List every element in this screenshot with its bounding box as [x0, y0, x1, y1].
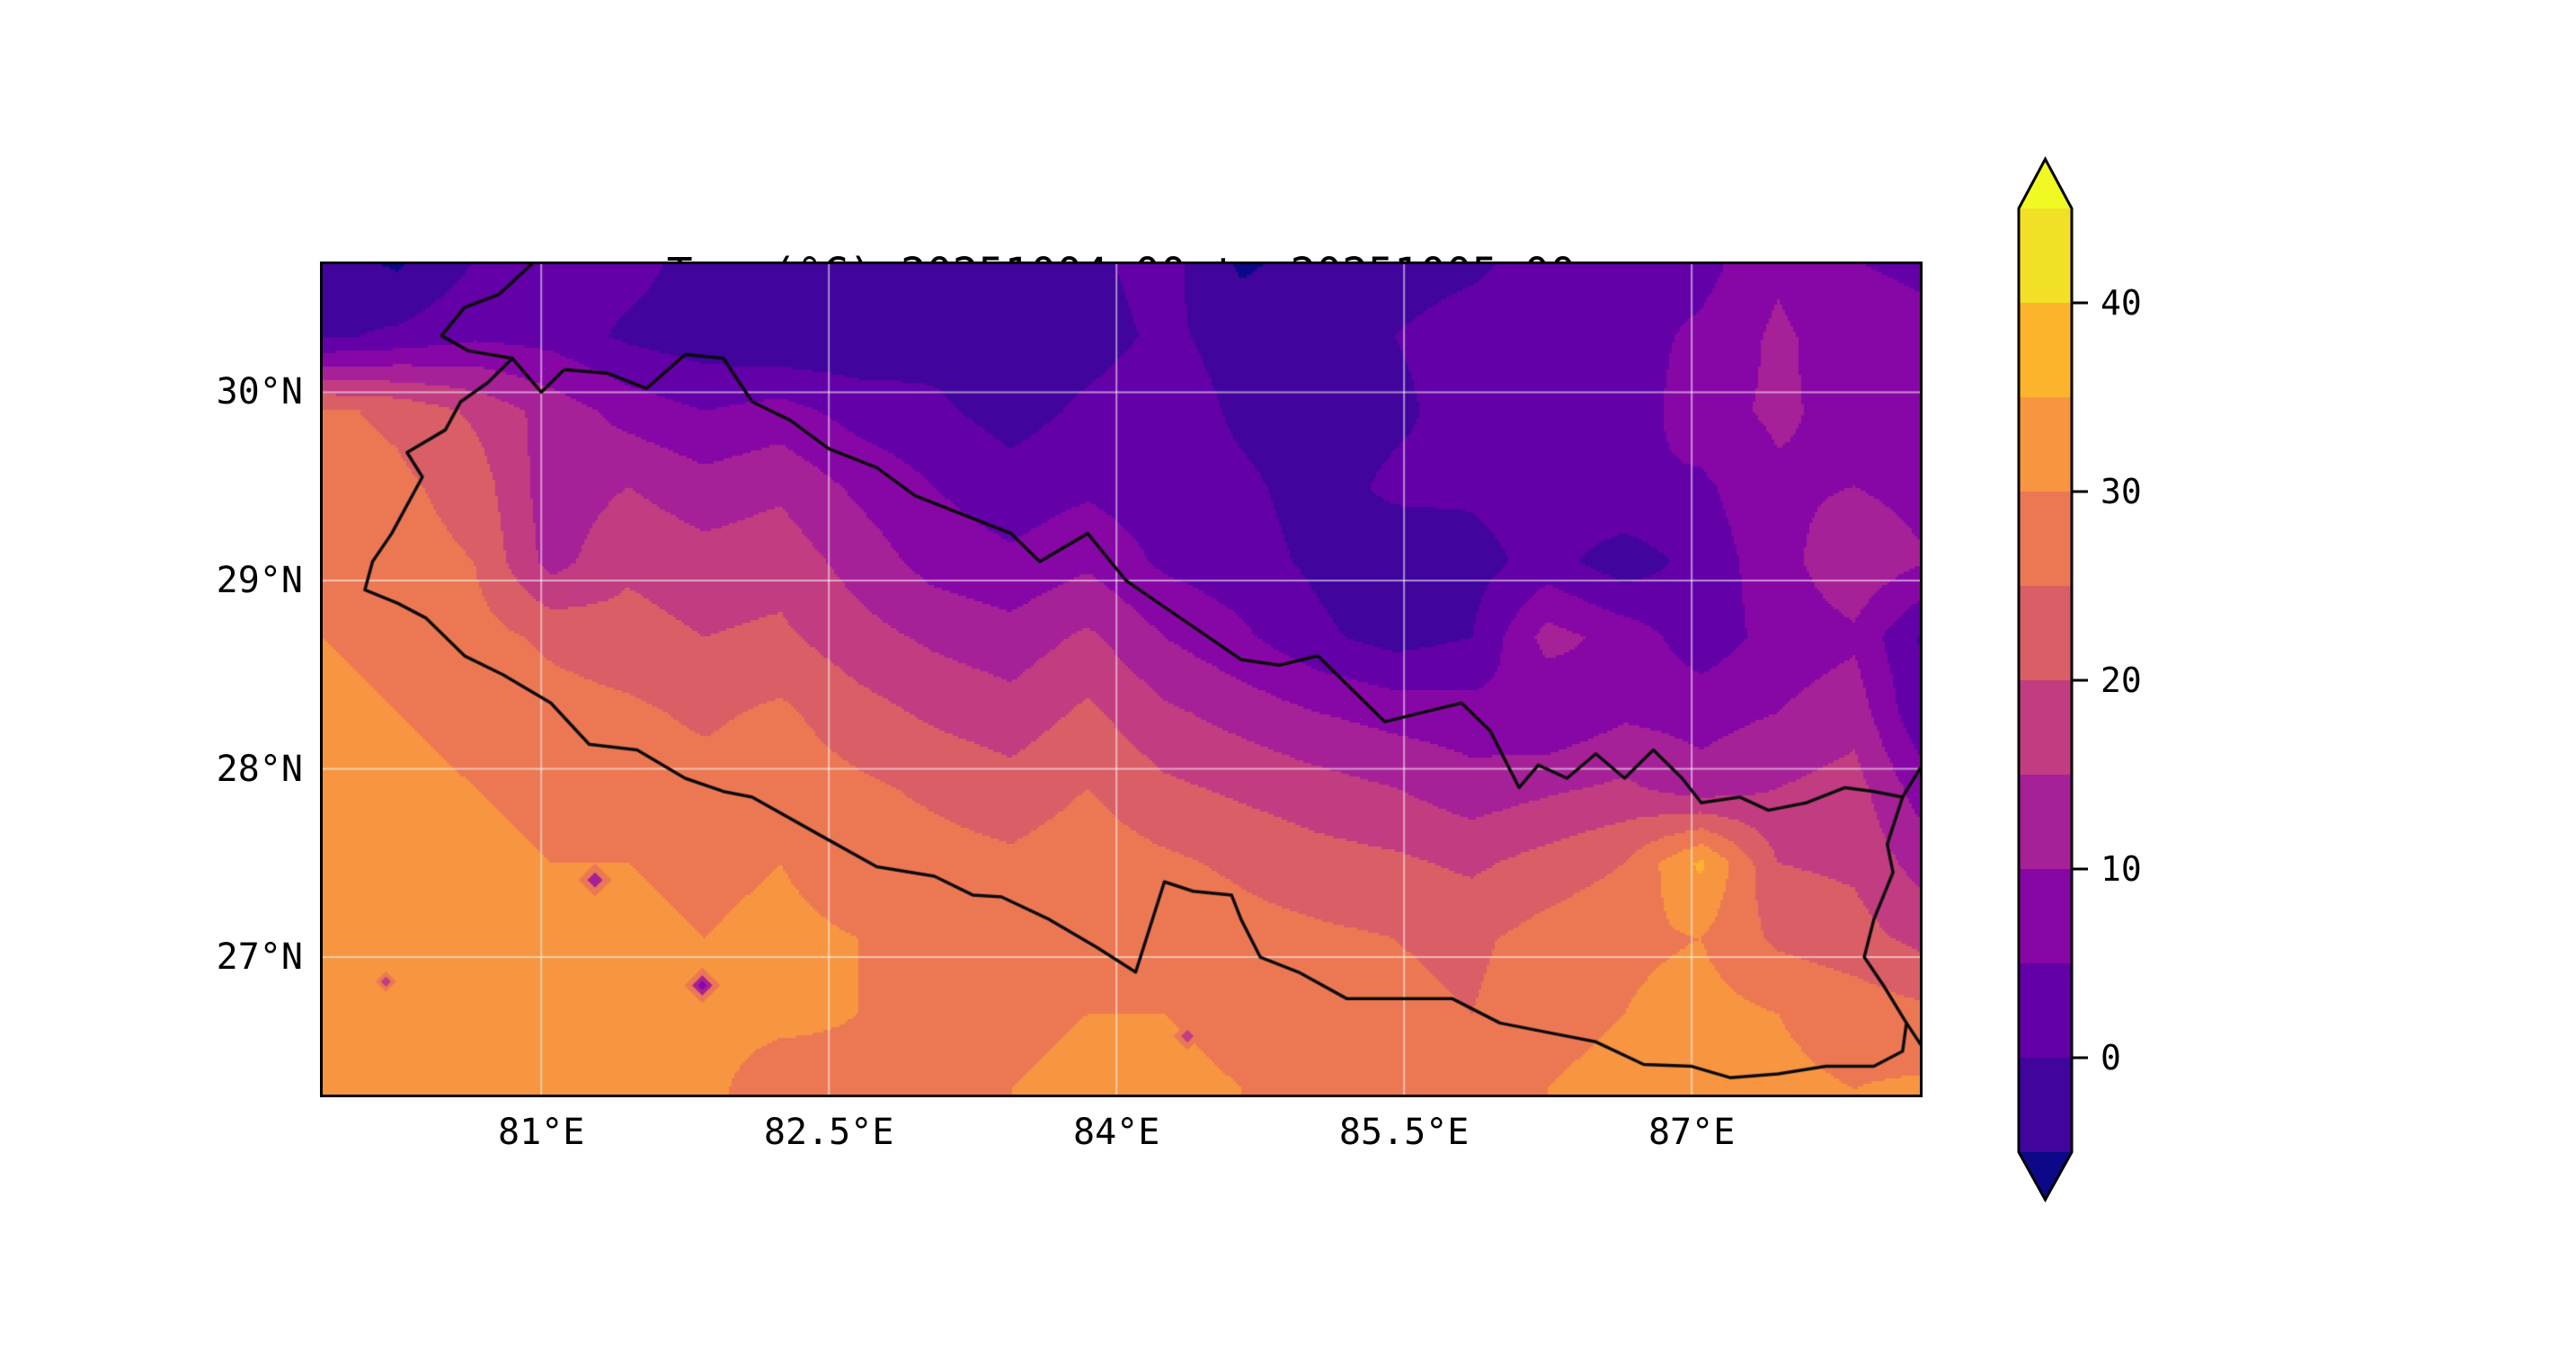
colorbar-tick-label: 20	[2101, 661, 2142, 700]
colorbar-band	[2019, 208, 2072, 303]
colorbar-band	[2019, 397, 2072, 492]
map-plot	[320, 262, 1923, 1097]
colorbar-band	[2019, 775, 2072, 869]
y-axis-tick-label: 29°N	[216, 560, 303, 601]
colorbar-tick-label: 10	[2101, 849, 2142, 889]
colorbar-band	[2019, 1058, 2072, 1152]
colorbar-band	[2019, 303, 2072, 397]
colorbar-tick-label: 0	[2101, 1038, 2121, 1078]
colorbar-extend-max	[2019, 159, 2072, 208]
x-axis-tick-label: 87°E	[1648, 1112, 1736, 1153]
colorbar-band	[2019, 869, 2072, 963]
colorbar-outline	[2017, 155, 2074, 1203]
colorbar-band	[2019, 492, 2072, 586]
y-axis-tick-label: 30°N	[216, 371, 303, 413]
colorbar-tick-label: 30	[2101, 472, 2142, 511]
temperature-map-canvas	[323, 264, 1920, 1095]
x-axis-tick-label: 81°E	[498, 1112, 585, 1153]
y-axis-tick-label: 27°N	[216, 936, 303, 979]
colorbar-band	[2019, 963, 2072, 1058]
colorbar: 0 10 20 30 40	[2017, 155, 2142, 1203]
colorbar-band	[2019, 680, 2072, 775]
colorbar-band	[2019, 586, 2072, 680]
x-axis-tick-label: 85.5°E	[1338, 1112, 1470, 1153]
x-axis-tick-label: 82.5°E	[763, 1112, 894, 1153]
x-axis-tick-label: 84°E	[1072, 1112, 1160, 1153]
y-axis-tick-label: 28°N	[216, 748, 303, 790]
colorbar-tick-label: 40	[2101, 283, 2142, 323]
colorbar-extend-min	[2019, 1152, 2072, 1200]
